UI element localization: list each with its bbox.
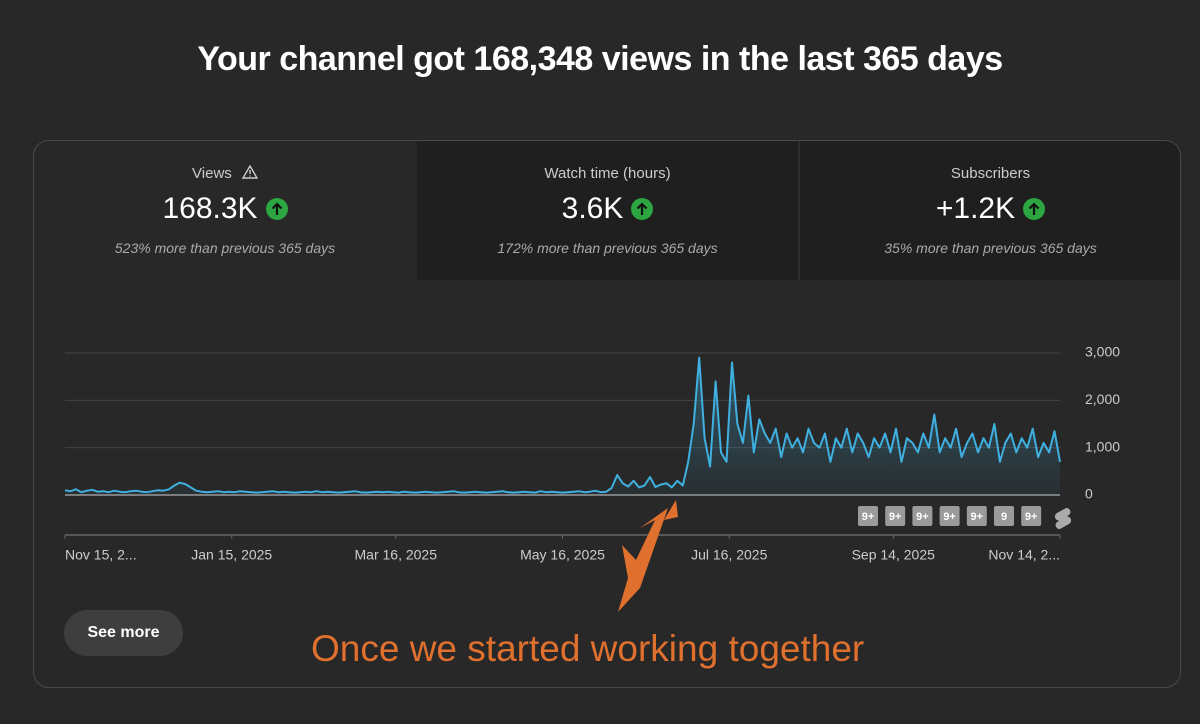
metric-label: Views	[34, 164, 416, 182]
up-icon	[631, 198, 654, 220]
metric-value-text: +1.2K	[935, 192, 1016, 225]
badge	[885, 506, 906, 526]
x-tick-label: Sep 14, 2025	[852, 547, 936, 563]
badge	[966, 506, 987, 526]
warning-icon	[241, 164, 259, 179]
badge	[939, 506, 960, 526]
metric-change: 172% more than previous 365 days	[497, 240, 718, 256]
annotation: Once we started working together	[311, 628, 865, 669]
metric-value-text: 168.3K	[162, 192, 258, 225]
x-tick-label: Mar 16, 2025	[355, 547, 438, 563]
badge-label: 9+	[862, 511, 875, 523]
metric-tile[interactable]: Watch time (hours) 3.6K 172% more than p…	[417, 141, 798, 280]
badge	[858, 506, 878, 526]
area	[65, 357, 1060, 495]
metric-change: 523% more than previous 365 days	[114, 240, 336, 256]
metric-label-text: Views	[192, 165, 232, 182]
badge	[912, 506, 933, 526]
metric-value-text: 3.6K	[561, 192, 624, 225]
badge	[1021, 506, 1042, 526]
x-tick-label: Jan 15, 2025	[191, 547, 272, 563]
shorts-icon	[1054, 507, 1072, 530]
x-tick-label: Jul 16, 2025	[691, 547, 767, 563]
y-tick-label: 0	[1085, 486, 1093, 502]
metric-tile[interactable]: Subscribers +1.2K 35% more than previous…	[799, 141, 1180, 280]
badge	[994, 506, 1014, 526]
metric-value: 3.6K	[417, 192, 798, 226]
badge-label: 9+	[971, 511, 984, 523]
y-tick-label: 1,000	[1085, 438, 1120, 454]
analytics-card: Views 168.3K 523% more than previous 365…	[33, 140, 1181, 688]
metric-label: Subscribers	[950, 165, 1031, 182]
badge-label: 9+	[943, 511, 956, 523]
metric-change: 35% more than previous 365 days	[884, 240, 1097, 256]
x-tick-label: Nov 14, 2...	[988, 547, 1060, 563]
line	[64, 356, 1061, 494]
y-tick-label: 2,000	[1085, 391, 1120, 407]
up-icon	[265, 198, 288, 220]
see-more-button[interactable]: See more	[64, 610, 183, 656]
y-tick-label: 3,000	[1085, 344, 1120, 360]
x-tick-label: May 16, 2025	[520, 547, 605, 563]
badge-label: 9+	[1025, 511, 1038, 523]
badge-label: 9+	[889, 511, 902, 523]
up-icon	[1023, 198, 1046, 220]
x-tick-label: Nov 15, 2...	[65, 547, 137, 563]
badge-label: 9+	[916, 511, 929, 523]
page-title: Your channel got 168,348 views in the la…	[197, 40, 1003, 78]
badge-label: 9	[1001, 511, 1007, 523]
annotation-arrow	[618, 508, 668, 612]
annotation-arrowhead	[664, 500, 678, 520]
metric-tile[interactable]: Views 168.3K 523% more than previous 365…	[34, 141, 416, 280]
metric-label: Watch time (hours)	[544, 165, 671, 182]
metric-value: +1.2K	[800, 192, 1180, 226]
metric-value: 168.3K	[34, 192, 416, 226]
